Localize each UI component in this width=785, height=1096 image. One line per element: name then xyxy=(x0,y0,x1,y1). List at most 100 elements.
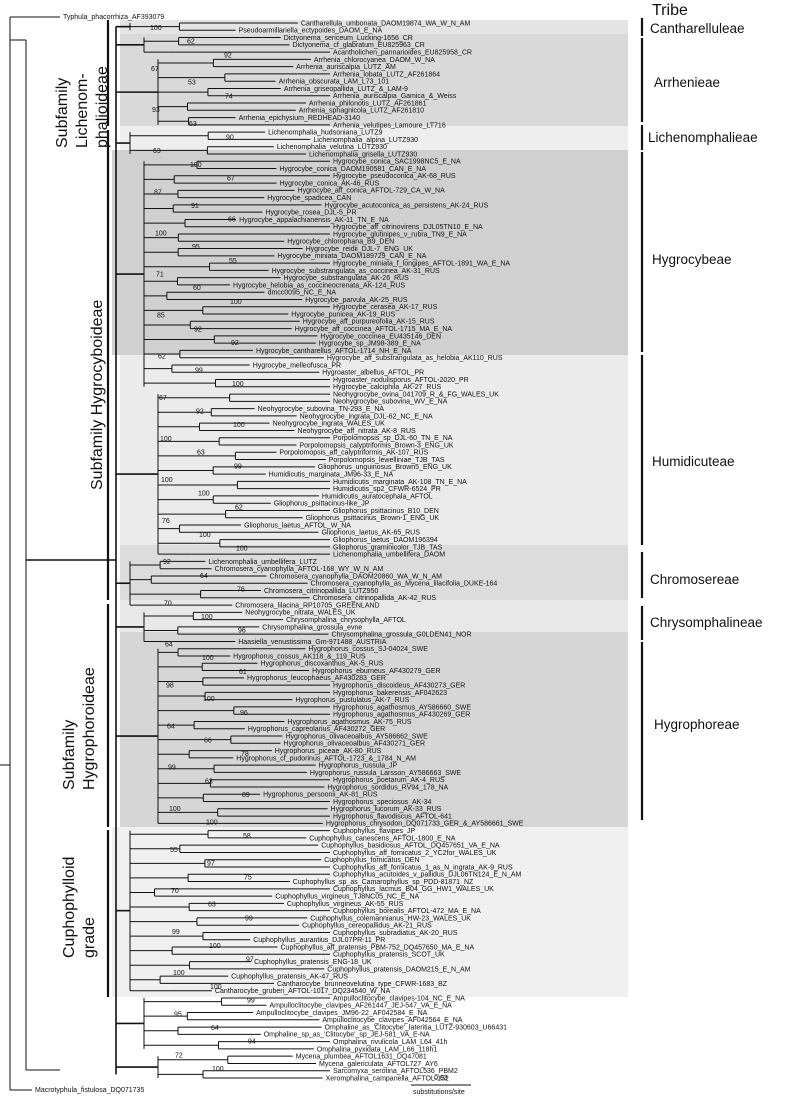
tip-label: Chromosera_cyanophylla_DAOM20860_WA_W_N_… xyxy=(269,573,442,580)
scale-bar: 0.03 substitutions/site xyxy=(411,1075,471,1096)
tip-label: Humidicutis_marginata_JM96-33_E_NA xyxy=(269,472,394,479)
tip-label: Ampulloclitocybe_clavipes_JM96-22_AF0425… xyxy=(256,1010,428,1017)
tip-label: Arrhenia_sphagnicola_LUTZ_AF261810 xyxy=(299,108,424,115)
tip-label: Hygrophorus_chrysodon_DQ071733_GER_&_AY5… xyxy=(326,821,524,828)
tip-label: Hygrocybe_aff_coccinea_AFTOL-1715_MA_E_N… xyxy=(295,326,453,333)
tip-label: Gliophorus_laetus_AK-65_RUS xyxy=(321,530,420,537)
tip-label: Hygrocybe_sp_JM98-389_E_NA xyxy=(319,341,421,348)
tip-label: Arrhenia_velutipes_Lamoure_LT716 xyxy=(333,122,446,129)
tribe-label-chrysomphalineae: Chrysomphalineae xyxy=(650,615,763,630)
tip-label: Hygrocybe_miniata_DAOM189729_CAN_E_NA xyxy=(277,253,426,260)
tip-label: Arrhenia_epichysium_REDHEAD-3140 xyxy=(239,115,360,122)
tip-label: Hygrocybe_parvula_AK-25_RUS xyxy=(305,297,408,304)
tip-label: Gliophorus_unguinosus_Brown5_ENG_UK xyxy=(318,464,452,471)
tip-label: Cuphophyllus_pratensis_SCOT_UK xyxy=(333,952,445,959)
tip-label: Neohygrocybe_subovina_TN-293_E_NA xyxy=(258,406,385,413)
support-value: 100 xyxy=(198,491,210,498)
tip-label: Acantholichen_pannarioides_EU825958_CR xyxy=(333,50,472,57)
outgroup-typhula-label: Typhula_phacorrhiza_AF393079 xyxy=(63,14,164,21)
tip-label: Arrhenia_chlorocyanea_DAOM_W_NA xyxy=(314,57,435,64)
tribe-label-arrhenieae: Arrhenieae xyxy=(654,75,720,90)
support-value: 70 xyxy=(164,600,172,607)
tip-label: Arrhenia_griseopallida_LUTZ_&_LAM-9 xyxy=(284,86,408,93)
support-value: 100 xyxy=(150,25,162,32)
support-value: 99 xyxy=(247,998,255,1005)
support-value: 92 xyxy=(194,326,202,333)
tribe-header: Tribe xyxy=(652,2,688,19)
support-value: 76 xyxy=(237,587,245,594)
tip-label: Hygrocybe_rosea_DJL-5_PR xyxy=(265,210,356,217)
tip-label: Sarcomyxa_serotina_AFTOL536_PBM2 xyxy=(333,1068,458,1075)
tip-label: Neohygrocybe_nitrata_WALES_UK xyxy=(245,610,356,617)
support-value: 66 xyxy=(204,737,212,744)
tip-label: Cuphophyllus_colemannianus_HW-23_WALES_U… xyxy=(310,915,471,922)
tip-label: Hygrophorus_sordidus_RV94_178_NA xyxy=(327,784,448,791)
tip-label: Gliophorus_psittacinus-like_JP xyxy=(274,501,370,508)
tribe-label-cantharelluleae: Cantharelluleae xyxy=(650,21,745,36)
tip-label: Hygrophorus_cossus_AK118_&_119_RUS xyxy=(233,653,366,660)
support-value: 55 xyxy=(170,847,178,854)
tip-label: Gliophorus_laetus_DAOM196394 xyxy=(333,537,438,544)
support-value: 100 xyxy=(203,696,215,703)
tip-label: Hygrophorus_olivaceoalbus_AF430271_GER xyxy=(283,741,425,748)
tip-label: Lichenomphalia_umbellifera_LUTZ xyxy=(208,559,317,566)
support-value: 63 xyxy=(205,778,213,785)
support-value: 72 xyxy=(175,1052,183,1059)
tip-label: Hygrophorus_speciosus_AK-34 xyxy=(333,799,432,806)
tip-label: Hygrocybe_conica_DAOM190581_CAN_E_NA xyxy=(279,166,426,173)
tip-label: Hygrocybe_substrangulata_as_coccinea_AK-… xyxy=(272,268,440,275)
support-value: 64 xyxy=(165,641,173,648)
support-value: 64 xyxy=(211,1025,219,1032)
tip-label: Haasiella_venustissima_Gm-971488_AUSTRIA xyxy=(238,639,387,646)
support-value: 63 xyxy=(208,902,216,909)
tip-label: Hygrocybe_appalachianensis_AK-11_TN_E_NA xyxy=(239,217,389,224)
support-value: 62 xyxy=(235,504,243,511)
tip-label: Omphalina_rivulicola_LAM_L64_41h xyxy=(333,1039,448,1046)
support-value: 67 xyxy=(151,66,159,73)
tip-label: Neohygrocybe_subovina_WV_E_NA xyxy=(333,399,448,406)
tip-label: Hygrophorus_discoideus_AF430273_GER xyxy=(333,683,465,690)
tip-label: Hygrophorus_persoonii_AK-81_RUS xyxy=(263,792,378,799)
tip-label: Cuphophyllus_cereopallidus_AK-21_RUS xyxy=(302,923,432,930)
tribe-label-chromosereae: Chromosereae xyxy=(650,572,739,587)
tip-label: Hygrocybe_melleofusca_PR xyxy=(253,362,341,369)
tip-label: Lichenomphalia_umbellifera_DAOM xyxy=(333,552,445,559)
subfamily-hygrocyboideae: Subfamily Hygrocyboideae xyxy=(89,300,106,490)
tip-label: Hygrophorus_bakerensis_AF042623 xyxy=(333,690,447,697)
tip-label: Hygrophorus_capreolarius_AF430272_GER xyxy=(248,726,385,733)
tip-label: Hygrocybe_substrangulata_AK-26_RUS xyxy=(283,275,409,282)
subfamily-lichenomphalioideae: Subfamily Lichenom- phalioideae xyxy=(54,66,111,148)
tip-label: Porpolomopsis_lewelliniae_TJB_TAS xyxy=(329,457,445,464)
tip-label: Gliophorus_psittacinus_B10_DEN xyxy=(333,508,439,515)
tip-label: Hygrocybe_reidii_DJL-7_ENG_UK xyxy=(306,246,414,253)
tip-labels: Cantharellula_umbonata_DAOM19874_WA_W_N_… xyxy=(208,20,523,1082)
tip-label: Humidicutis_marginata_AK-108_TN_E_NA xyxy=(333,479,467,486)
support-value: 53 xyxy=(188,80,196,87)
support-value: 95 xyxy=(192,244,200,251)
tip-label: Hygrocybe_coccinea_EU435146_DEN xyxy=(320,333,441,340)
tip-label: Chrysomphalina_grossula_G0LDEN41_NOR xyxy=(331,632,471,639)
support-value: 100 xyxy=(209,943,221,950)
tip-label: Hygrophorus_cf_pudorinus_AFTOL-1723_&_17… xyxy=(236,755,416,762)
support-values: 100 62 92 67 53 74 93 63 90 63 100 67 87 91 66 100 95 55 7… xyxy=(150,25,256,1073)
tip-label: Hygrocybe_aff_purpureofolia_AK-15_RUS xyxy=(303,319,435,326)
support-value: 67 xyxy=(159,395,167,402)
support-value: 99 xyxy=(168,765,176,772)
tip-label: Hygrocybe_chlorophana_B9_DEN xyxy=(287,239,394,246)
support-value: 100 xyxy=(232,381,244,388)
tip-label: Hygroaster_nodulisporus_AFTOL-2020_PR xyxy=(333,377,469,384)
tip-label: Hygrophorus_cossus_SJ-04024_SWE xyxy=(308,646,428,653)
tip-label: Chrysomphalina_chrysophylla_AFTOL xyxy=(286,617,406,624)
tip-label: Hygrocybe_aff_citrinovirens_DJL05TN10_E_… xyxy=(333,224,483,231)
support-value: 87 xyxy=(154,189,162,196)
tip-label: Cantharellula_umbonata_DAOM19874_WA_W_N_… xyxy=(301,20,471,27)
support-value: 76 xyxy=(162,518,170,525)
support-value: 71 xyxy=(156,271,164,278)
tip-label: Cuphophyllus_aff_fornicatus_2_YC2for_WAL… xyxy=(333,850,497,857)
support-value: 100 xyxy=(233,422,245,429)
support-value: 96 xyxy=(238,628,246,635)
support-value: 99 xyxy=(172,929,180,936)
tip-label: Hygrophorus_eburneus_AF430279_GER xyxy=(312,668,440,675)
support-value: 62 xyxy=(187,39,195,46)
tip-label: Chromosera_lilacina_RP10705_GREENLAND xyxy=(235,602,379,609)
